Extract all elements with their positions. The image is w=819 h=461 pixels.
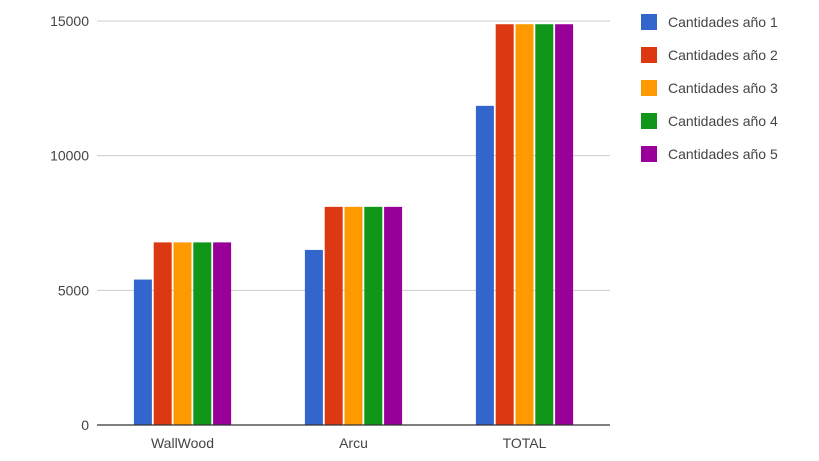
legend-label: Cantidades año 5 <box>668 146 778 162</box>
legend-swatch <box>641 47 657 63</box>
legend-swatch <box>641 80 657 96</box>
y-tick-label: 5000 <box>58 282 89 298</box>
legend-label: Cantidades año 3 <box>668 80 778 96</box>
bar-total-serie-5 <box>555 24 574 426</box>
legend: Cantidades año 1 Cantidades año 2 Cantidad… <box>641 14 778 162</box>
bar-arcu-serie-3 <box>344 206 363 425</box>
bar-total-serie-4 <box>535 24 554 426</box>
bar-wallwood-serie-2 <box>153 242 172 425</box>
bar-arcu-serie-2 <box>324 206 343 425</box>
bar-total-serie-3 <box>515 24 534 426</box>
bars <box>133 24 574 426</box>
legend-swatch <box>641 113 657 129</box>
legend-swatch <box>641 146 657 162</box>
bar-wallwood-serie-4 <box>193 242 212 425</box>
bar-wallwood-serie-3 <box>173 242 192 425</box>
y-tick-label: 10000 <box>50 148 89 164</box>
bar-wallwood-serie-5 <box>213 242 232 425</box>
bar-total-serie-2 <box>495 24 514 426</box>
y-tick-label: 0 <box>81 417 89 433</box>
legend-label: Cantidades año 1 <box>668 14 778 30</box>
bar-total-serie-1 <box>475 105 494 425</box>
legend-label: Cantidades año 2 <box>668 47 778 63</box>
bar-arcu-serie-1 <box>304 249 323 425</box>
bar-wallwood-serie-1 <box>133 279 152 425</box>
x-tick-label: Arcu <box>339 435 368 451</box>
x-tick-label: TOTAL <box>503 435 547 451</box>
y-tick-label: 15000 <box>50 13 89 29</box>
bar-arcu-serie-4 <box>364 206 383 425</box>
legend-swatch <box>641 14 657 30</box>
x-axis-tick-labels: WallWood Arcu TOTAL <box>151 435 547 451</box>
legend-label: Cantidades año 4 <box>668 113 778 129</box>
bar-arcu-serie-5 <box>384 206 403 425</box>
x-tick-label: WallWood <box>151 435 214 451</box>
y-axis-tick-labels: 0 5000 10000 15000 <box>50 13 89 433</box>
